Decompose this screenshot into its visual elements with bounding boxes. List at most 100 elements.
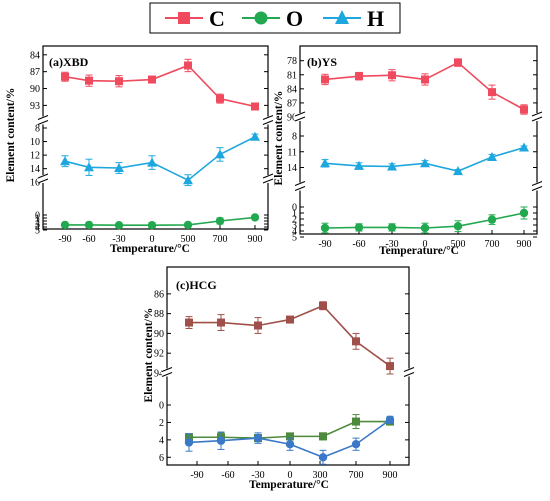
- data-point-C: [217, 318, 225, 327]
- data-point-C: [355, 72, 363, 81]
- data-point-O: [114, 221, 124, 230]
- y-tick-label: 11: [287, 147, 297, 158]
- axis-break-gap: [263, 116, 273, 125]
- data-point-H: [215, 149, 225, 159]
- data-point-C: [386, 362, 394, 371]
- plot-frame: [42, 45, 269, 230]
- axis-break-mark: [161, 372, 173, 377]
- data-point-O: [215, 216, 225, 226]
- x-tick-label: 700: [213, 234, 228, 245]
- y-tick-label: 78: [287, 56, 297, 67]
- y-tick-label: 5: [292, 233, 297, 244]
- data-point-O: [250, 213, 260, 222]
- data-point-C: [61, 72, 69, 81]
- data-point-H: [487, 152, 497, 161]
- y-tick-label: 6: [159, 453, 164, 464]
- data-point-C: [319, 301, 327, 310]
- data-point-O: [487, 215, 497, 224]
- data-point-C: [216, 94, 224, 103]
- plot-frame: [166, 266, 410, 466]
- data-point-C: [148, 75, 156, 84]
- x-tick-label: -90: [190, 470, 203, 481]
- axis-break-mark: [37, 178, 49, 184]
- data-point-H: [420, 158, 430, 168]
- data-point-O: [387, 223, 397, 232]
- axis-break-mark: [262, 115, 274, 120]
- data-point-C: [185, 318, 193, 327]
- y-tick-label: 16: [30, 178, 40, 189]
- series-O: [60, 213, 260, 230]
- x-tick-label: -60: [82, 234, 95, 245]
- data-point-H: [184, 438, 194, 447]
- legend-marker-O: [254, 11, 268, 25]
- axis-break-mark: [294, 181, 306, 186]
- data-point-C: [520, 105, 528, 114]
- y-tick-label: 84: [287, 84, 297, 95]
- data-point-O: [420, 223, 430, 233]
- legend-label-O: O: [286, 6, 303, 31]
- axis-break-gap: [404, 368, 414, 377]
- axis-break-gap: [532, 113, 542, 121]
- legend-marker-H: [335, 10, 349, 24]
- y-tick-label: 14: [287, 163, 297, 174]
- data-point-O: [286, 432, 294, 441]
- plot-frame: [299, 45, 538, 235]
- data-point-O: [320, 223, 330, 233]
- series-line-C: [64, 64, 256, 108]
- y-tick-label: 90: [154, 329, 164, 340]
- data-point-H: [114, 162, 124, 172]
- axis-break-gap: [295, 113, 305, 121]
- x-axis-label: Temperature/°C: [110, 243, 190, 255]
- data-point-O: [183, 220, 193, 230]
- x-tick-label: -90: [318, 239, 331, 250]
- axis-break-mark: [403, 367, 415, 372]
- y-tick-label: 87: [30, 67, 40, 78]
- data-point-O: [453, 222, 463, 231]
- data-point-C: [115, 77, 123, 86]
- y-tick-label: 92: [154, 349, 164, 360]
- x-tick-label: -60: [221, 470, 234, 481]
- data-point-H: [250, 131, 260, 141]
- y-tick-label: 81: [287, 70, 297, 81]
- data-point-H: [183, 175, 193, 185]
- y-tick-label: 1: [292, 209, 297, 220]
- y-tick-label: 8: [35, 124, 40, 135]
- y-tick-label: 4: [35, 223, 40, 234]
- y-axis-label: Element content/%: [5, 88, 17, 183]
- y-tick-label: 12: [30, 151, 40, 162]
- axis-break-mark: [294, 111, 306, 117]
- data-point-O: [319, 432, 327, 441]
- series-H: [184, 415, 395, 465]
- x-tick-label: -30: [112, 234, 125, 245]
- y-tick-label: 90: [287, 113, 297, 124]
- x-tick-label: 700: [485, 239, 500, 250]
- y-tick-label: 86: [154, 289, 164, 300]
- x-tick-label: 900: [517, 239, 532, 250]
- y-axis-label: Element content/%: [273, 91, 285, 186]
- y-tick-label: 14: [30, 164, 40, 175]
- data-point-C: [421, 75, 429, 84]
- data-point-H: [60, 156, 70, 166]
- data-point-C: [85, 76, 93, 85]
- axis-break-mark: [37, 173, 49, 179]
- data-point-H: [387, 161, 397, 171]
- data-point-H: [354, 160, 364, 170]
- panel-title: (b)YS: [307, 55, 337, 69]
- series-H: [320, 142, 529, 176]
- x-tick-label: -30: [385, 239, 398, 250]
- x-tick-label: -90: [58, 234, 71, 245]
- data-point-C: [352, 337, 360, 346]
- data-point-H: [253, 433, 263, 443]
- axis-break-mark: [531, 111, 543, 117]
- y-tick-label: 3: [292, 221, 297, 232]
- axis-break-mark: [37, 120, 49, 125]
- y-tick-label: 94: [154, 369, 164, 380]
- y-tick-label: 5: [35, 226, 40, 237]
- y-tick-label: 2: [159, 418, 164, 429]
- x-tick-label: 0: [423, 239, 428, 250]
- x-tick-label: -60: [352, 239, 365, 250]
- axis-break-mark: [531, 116, 543, 122]
